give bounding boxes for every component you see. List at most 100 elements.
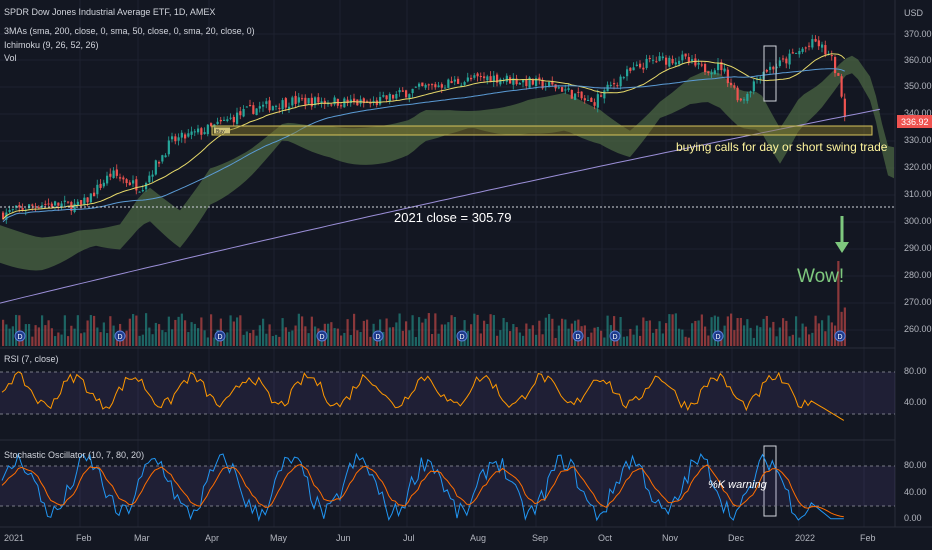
volume-bar <box>278 336 281 346</box>
volume-bar <box>190 322 193 346</box>
candle-body <box>310 97 313 107</box>
candle-body <box>304 97 307 105</box>
calls-note: buying calls for day or short swing trad… <box>676 140 888 154</box>
volume-bar <box>67 336 70 346</box>
highlight-box-stoch[interactable] <box>763 445 777 517</box>
volume-bar <box>583 325 586 346</box>
candle-body <box>674 62 677 65</box>
volume-bar <box>544 317 547 346</box>
volume-bar <box>557 325 560 346</box>
volume-bar <box>486 323 489 346</box>
candle-body <box>93 192 96 197</box>
volume-bar <box>622 336 625 346</box>
candle-body <box>528 77 531 88</box>
candle-body <box>512 78 515 85</box>
volume-bar <box>252 329 255 346</box>
candle-body <box>736 87 739 101</box>
candle-body <box>57 202 60 206</box>
rsi-indicator-label[interactable]: RSI (7, close) <box>4 354 59 364</box>
candle-body <box>109 173 112 177</box>
volume-bar <box>255 335 258 346</box>
candle-body <box>106 175 109 184</box>
volume-bar <box>541 334 544 346</box>
volume-bar <box>310 316 313 346</box>
highlight-box-price[interactable] <box>763 45 777 102</box>
volume-bar <box>525 323 528 346</box>
dividend-marker-letter: D <box>320 334 325 341</box>
candle-body <box>362 98 365 104</box>
volume-bar <box>639 335 642 346</box>
volume-bar <box>213 337 216 346</box>
volume-bar <box>483 320 486 346</box>
volume-bar <box>769 327 772 346</box>
volume-bar <box>512 324 515 346</box>
volume-bar <box>184 320 187 346</box>
candle-body <box>632 67 635 71</box>
volume-bar <box>567 328 570 346</box>
ichimoku-indicator-label[interactable]: Ichimoku (9, 26, 52, 26) <box>4 40 99 50</box>
dividend-marker <box>712 330 724 342</box>
volume-bar <box>57 332 60 346</box>
candle-body <box>730 82 733 86</box>
candle-body <box>102 182 105 187</box>
volume-bar <box>242 334 245 346</box>
time-label-apr: Apr <box>205 533 219 543</box>
volume-bar <box>635 325 638 346</box>
volume-bar <box>288 331 291 346</box>
volume-bar <box>174 319 177 346</box>
volume-bar <box>414 337 417 346</box>
candle-body <box>629 67 632 71</box>
candle-body <box>346 99 349 104</box>
volume-bar <box>518 332 521 346</box>
time-label-oct: Oct <box>598 533 613 543</box>
volume-bar <box>535 334 538 346</box>
volume-bar <box>314 326 317 346</box>
candle-body <box>249 105 252 107</box>
candle-body <box>603 90 606 99</box>
vol-indicator-label[interactable]: Vol <box>4 53 17 63</box>
volume-bar <box>600 330 603 346</box>
volume-bar <box>554 337 557 346</box>
candle-body <box>34 206 37 208</box>
volume-bar <box>564 319 567 346</box>
support-zone-box[interactable] <box>211 125 873 136</box>
moving-averages <box>0 53 881 304</box>
candle-body <box>392 94 395 99</box>
wow-note: Wow! <box>797 266 844 287</box>
candle-body <box>561 87 564 92</box>
candle-body <box>135 179 138 191</box>
candle-body <box>239 111 242 116</box>
candle-body <box>275 105 278 107</box>
volume-bar <box>281 318 284 346</box>
volume-bar <box>424 318 427 346</box>
volume-bar <box>661 333 664 346</box>
volume-bar <box>307 333 310 346</box>
candle-body <box>759 77 762 79</box>
rsi-tick-80: 80.00 <box>904 366 927 376</box>
volume-bar <box>736 318 739 346</box>
candle-body <box>73 203 76 212</box>
candle-body <box>678 60 681 65</box>
candle-body <box>148 175 151 183</box>
stoch-indicator-label[interactable]: Stochastic Oscillator (10, 7, 80, 20) <box>4 450 144 460</box>
ichimoku-cloud <box>0 55 894 271</box>
candle-body <box>317 97 320 103</box>
volume-bar <box>678 328 681 346</box>
dividend-marker <box>14 330 26 342</box>
ma-indicator-label[interactable]: 3MAs (sma, 200, close, 0, sma, 50, close… <box>4 26 255 36</box>
rsi-line <box>1 371 845 421</box>
candle-body <box>483 76 486 79</box>
rsi-band <box>0 372 895 414</box>
volume-bar <box>590 332 593 346</box>
candle-body <box>619 76 622 87</box>
candle-body <box>782 58 785 60</box>
volume-bar <box>772 321 775 346</box>
symbol-title[interactable]: SPDR Dow Jones Industrial Average ETF, 1… <box>4 7 215 17</box>
volume-bar <box>632 334 635 346</box>
candle-body <box>687 57 690 63</box>
dividend-marker <box>114 330 126 342</box>
volume-bar <box>343 332 346 346</box>
last-price-badge <box>897 115 932 128</box>
